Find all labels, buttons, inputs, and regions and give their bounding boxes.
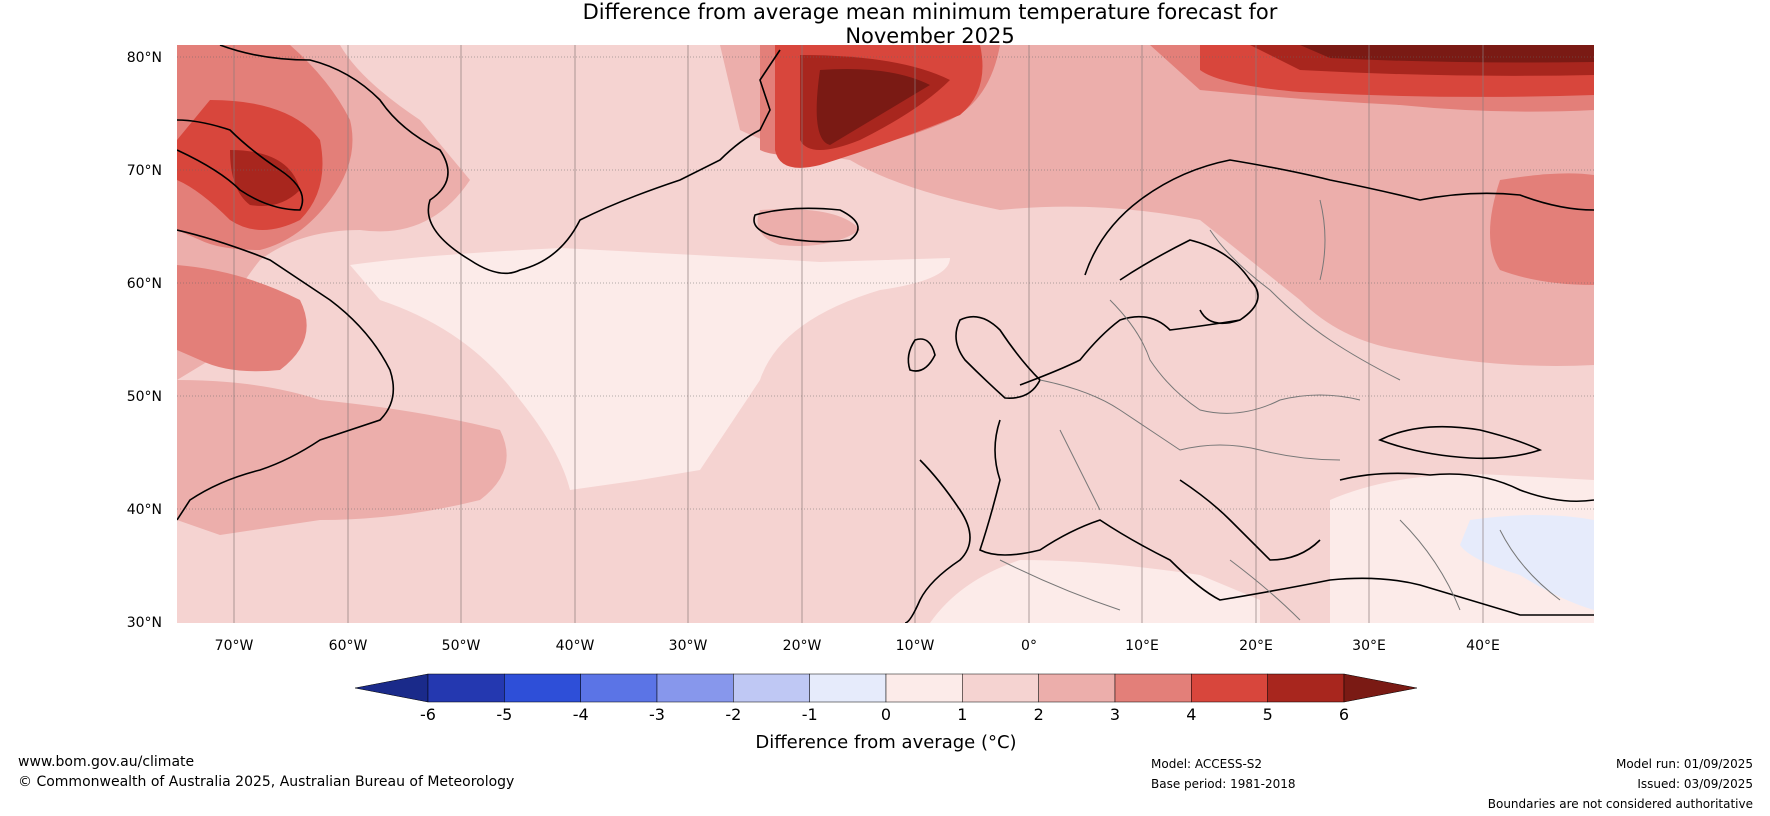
footer-issued: Issued: 03/09/2025 [1637, 777, 1753, 791]
lat-label: 50°N [127, 389, 162, 405]
colorbar-cell [809, 673, 887, 703]
footer-base-period: Base period: 1981-2018 [1151, 777, 1296, 791]
lat-label: 70°N [127, 163, 162, 179]
lon-label: 0° [1021, 638, 1037, 654]
colorbar-cell [504, 673, 581, 703]
lon-label: 30°W [669, 638, 708, 654]
colorbar-cell [580, 673, 658, 703]
colorbar-tick-label: -1 [802, 705, 818, 724]
colorbar-cell [885, 673, 963, 703]
lon-label: 40°E [1466, 638, 1500, 654]
colorbar-tick-label: 3 [1110, 705, 1120, 724]
title-line-2: November 2025 [845, 24, 1015, 48]
colorbar-cell [427, 673, 505, 703]
latitude-labels: 80°N 70°N 60°N 50°N 40°N 30°N [127, 50, 162, 631]
lon-label: 50°W [442, 638, 481, 654]
colorbar-high-extend [1343, 673, 1418, 703]
footer-copyright: © Commonwealth of Australia 2025, Austra… [18, 774, 515, 790]
lat-label: 30°N [127, 615, 162, 631]
country-borders [999, 199, 1561, 621]
map-title: Difference from average mean minimum tem… [0, 0, 1770, 48]
colorbar-tick-label: 4 [1186, 705, 1196, 724]
meridians [233, 45, 1484, 623]
footer-website[interactable]: www.bom.gov.au/climate [18, 754, 195, 770]
lon-label: 20°W [783, 638, 822, 654]
colorbar-tick-label: -3 [649, 705, 665, 724]
colorbar-cell [1191, 673, 1268, 703]
lon-label: 40°W [556, 638, 595, 654]
colorbar-tick-label: 1 [957, 705, 967, 724]
colorbar-tick-label: 0 [881, 705, 891, 724]
colorbar-label: Difference from average (°C) [755, 732, 1016, 753]
colorbar-cell [1267, 673, 1345, 703]
lat-label: 40°N [127, 502, 162, 518]
colorbar-cell [656, 673, 734, 703]
coastlines [177, 45, 1594, 623]
lon-label: 10°W [896, 638, 935, 654]
lon-label: 20°E [1239, 638, 1273, 654]
colorbar-low-extend [354, 673, 429, 703]
lon-label: 60°W [329, 638, 368, 654]
colorbar-tick-label: -5 [496, 705, 512, 724]
footer-model-run: Model run: 01/09/2025 [1615, 757, 1753, 771]
lat-label: 60°N [127, 276, 162, 292]
lon-label: 30°E [1352, 638, 1386, 654]
colorbar-cell [962, 673, 1039, 703]
lon-label: 70°W [215, 638, 254, 654]
lat-label: 80°N [127, 50, 162, 66]
colorbar-tick-label: -6 [420, 705, 436, 724]
colorbar-cell [733, 673, 810, 703]
colorbar-tick-label: -4 [573, 705, 589, 724]
graticule [177, 56, 1594, 510]
footer-model: Model: ACCESS-S2 [1151, 757, 1263, 771]
title-line-1: Difference from average mean minimum tem… [582, 0, 1278, 24]
colorbar-tick-label: 5 [1263, 705, 1273, 724]
lon-label: 10°E [1125, 638, 1159, 654]
footer-disclaimer: Boundaries are not considered authoritat… [1487, 797, 1753, 811]
colorbar-tick-label: -2 [725, 705, 741, 724]
colorbar-tick-label: 2 [1034, 705, 1044, 724]
anomaly-field [177, 45, 1594, 623]
colorbar-tick-label: 6 [1339, 705, 1349, 724]
colorbar: -6 -5 -4 -3 -2 -1 0 1 2 3 4 5 6 [354, 673, 1418, 724]
colorbar-cell [1038, 673, 1116, 703]
longitude-labels: 70°W 60°W 50°W 40°W 30°W 20°W 10°W 0° 10… [215, 638, 1500, 654]
colorbar-cell [1114, 673, 1192, 703]
